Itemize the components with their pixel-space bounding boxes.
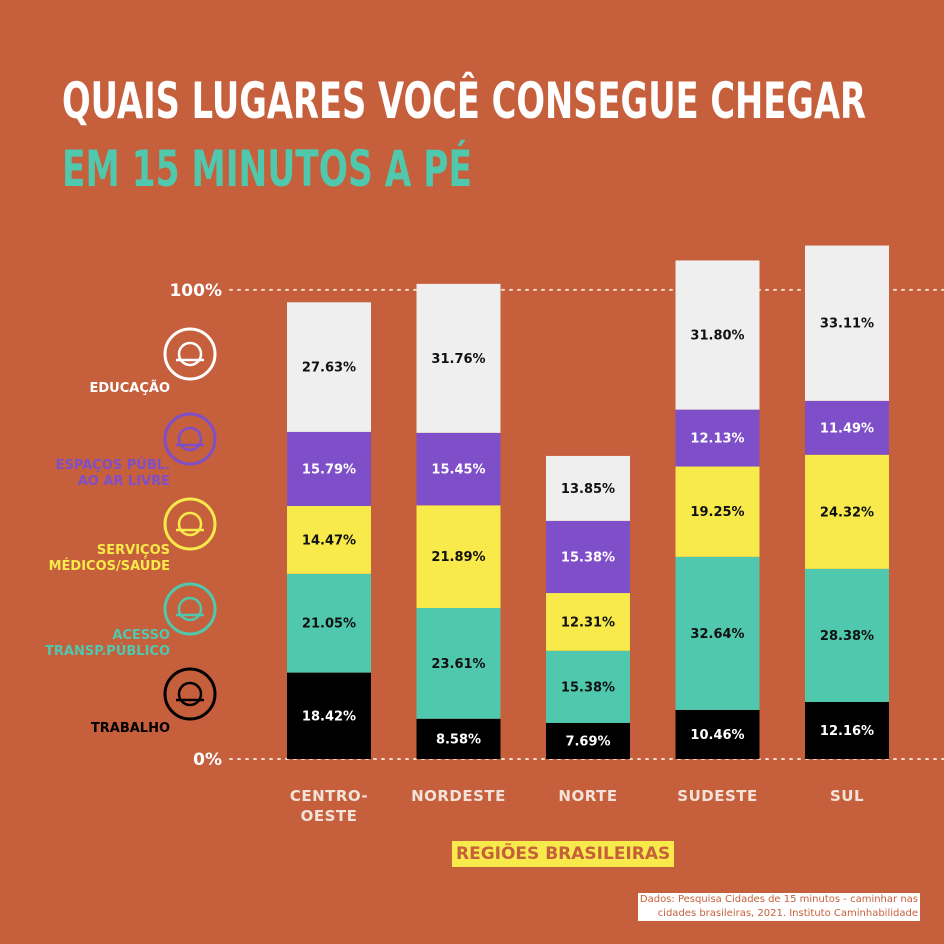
bar-segment <box>675 466 760 557</box>
bar-segment <box>805 245 889 401</box>
bar-segment <box>805 701 889 759</box>
bar-segment <box>675 260 760 410</box>
bar-segment <box>675 556 760 710</box>
data-label: 27.63% <box>302 361 356 376</box>
legend-icon-ring <box>163 497 217 551</box>
data-label: 15.38% <box>561 550 615 565</box>
legend-label: ESPAÇOS PÚBL. AO AR LIVRE <box>55 458 170 489</box>
bar-segment <box>805 454 889 569</box>
bar-segment <box>805 400 889 455</box>
data-label: 31.80% <box>690 329 744 344</box>
bar-segment <box>546 593 630 651</box>
y-tick-label: 0% <box>193 750 222 770</box>
x-tick-label: NORTE <box>558 787 618 805</box>
source-note: Dados: Pesquisa Cidades de 15 minutos - … <box>637 893 920 921</box>
data-label: 11.49% <box>820 421 874 436</box>
x-axis-label: REGIÕES BRASILEIRAS <box>452 841 675 867</box>
legend-label: SERVIÇOS MÉDICOS/SAÚDE <box>48 543 170 574</box>
bar-segment <box>416 432 501 506</box>
legend-icon-ring <box>163 412 217 466</box>
legend-icon-inner <box>177 511 203 537</box>
legend-icon-ring <box>163 582 217 636</box>
legend-icon-inner <box>177 426 203 452</box>
data-label: 13.85% <box>561 482 615 497</box>
data-label: 32.64% <box>690 627 744 642</box>
data-label: 23.61% <box>431 657 485 672</box>
data-label: 33.11% <box>820 317 874 332</box>
data-label: 19.25% <box>690 505 744 520</box>
legend-label: TRABALHO <box>90 721 170 736</box>
bar-segment <box>416 283 501 433</box>
data-label: 24.32% <box>820 505 874 520</box>
x-tick-label: SUDESTE <box>677 787 758 805</box>
bar-segment <box>287 302 371 432</box>
bar-segment <box>675 709 760 759</box>
bar-segment <box>416 718 501 759</box>
chart-subtitle: EM 15 MINUTOS A PÉ <box>62 139 472 198</box>
legend-icon <box>163 497 217 551</box>
bar-segment <box>675 409 760 467</box>
data-label: 12.13% <box>690 432 744 447</box>
legend-icon-ring <box>163 327 217 381</box>
legend-icon <box>163 412 217 466</box>
legend-icon <box>163 582 217 636</box>
bar-segment <box>546 722 630 759</box>
legend-icon-inner <box>177 681 203 707</box>
bar-segment <box>287 573 371 673</box>
data-label: 8.58% <box>436 732 481 747</box>
chart-title: QUAIS LUGARES VOCÊ CONSEGUE CHEGAR <box>62 71 866 130</box>
legend-icon-ring <box>163 667 217 721</box>
bar-segment <box>546 455 630 521</box>
bar-segment <box>805 568 889 702</box>
bar-segment <box>287 505 371 574</box>
bar-segment <box>287 672 371 759</box>
legend-icon-inner <box>177 341 203 367</box>
x-tick-label: CENTRO- OESTE <box>289 787 369 825</box>
x-tick-label: NORDESTE <box>411 787 506 805</box>
bar-segment <box>287 431 371 506</box>
data-label: 21.89% <box>431 550 485 565</box>
legend-label: ACESSO TRANSP.PÚBLICO <box>45 628 170 659</box>
data-label: 28.38% <box>820 629 874 644</box>
bar-segment <box>416 505 501 608</box>
legend-label: EDUCAÇÃO <box>89 381 170 396</box>
data-label: 18.42% <box>302 709 356 724</box>
bar-segment <box>546 650 630 723</box>
bar-segment <box>416 607 501 719</box>
data-label: 15.38% <box>561 680 615 695</box>
data-label: 7.69% <box>565 734 610 749</box>
bar-segment <box>546 520 630 594</box>
legend-icon <box>163 327 217 381</box>
data-label: 14.47% <box>302 533 356 548</box>
data-label: 15.79% <box>302 462 356 477</box>
data-label: 31.76% <box>431 352 485 367</box>
data-label: 10.46% <box>690 728 744 743</box>
x-tick-label: SUL <box>829 787 865 805</box>
data-label: 12.31% <box>561 615 615 630</box>
legend-icon-inner <box>177 596 203 622</box>
data-label: 12.16% <box>820 724 874 739</box>
data-label: 15.45% <box>431 463 485 478</box>
legend-icon <box>163 667 217 721</box>
y-tick-label: 100% <box>169 281 222 301</box>
data-label: 21.05% <box>302 617 356 632</box>
